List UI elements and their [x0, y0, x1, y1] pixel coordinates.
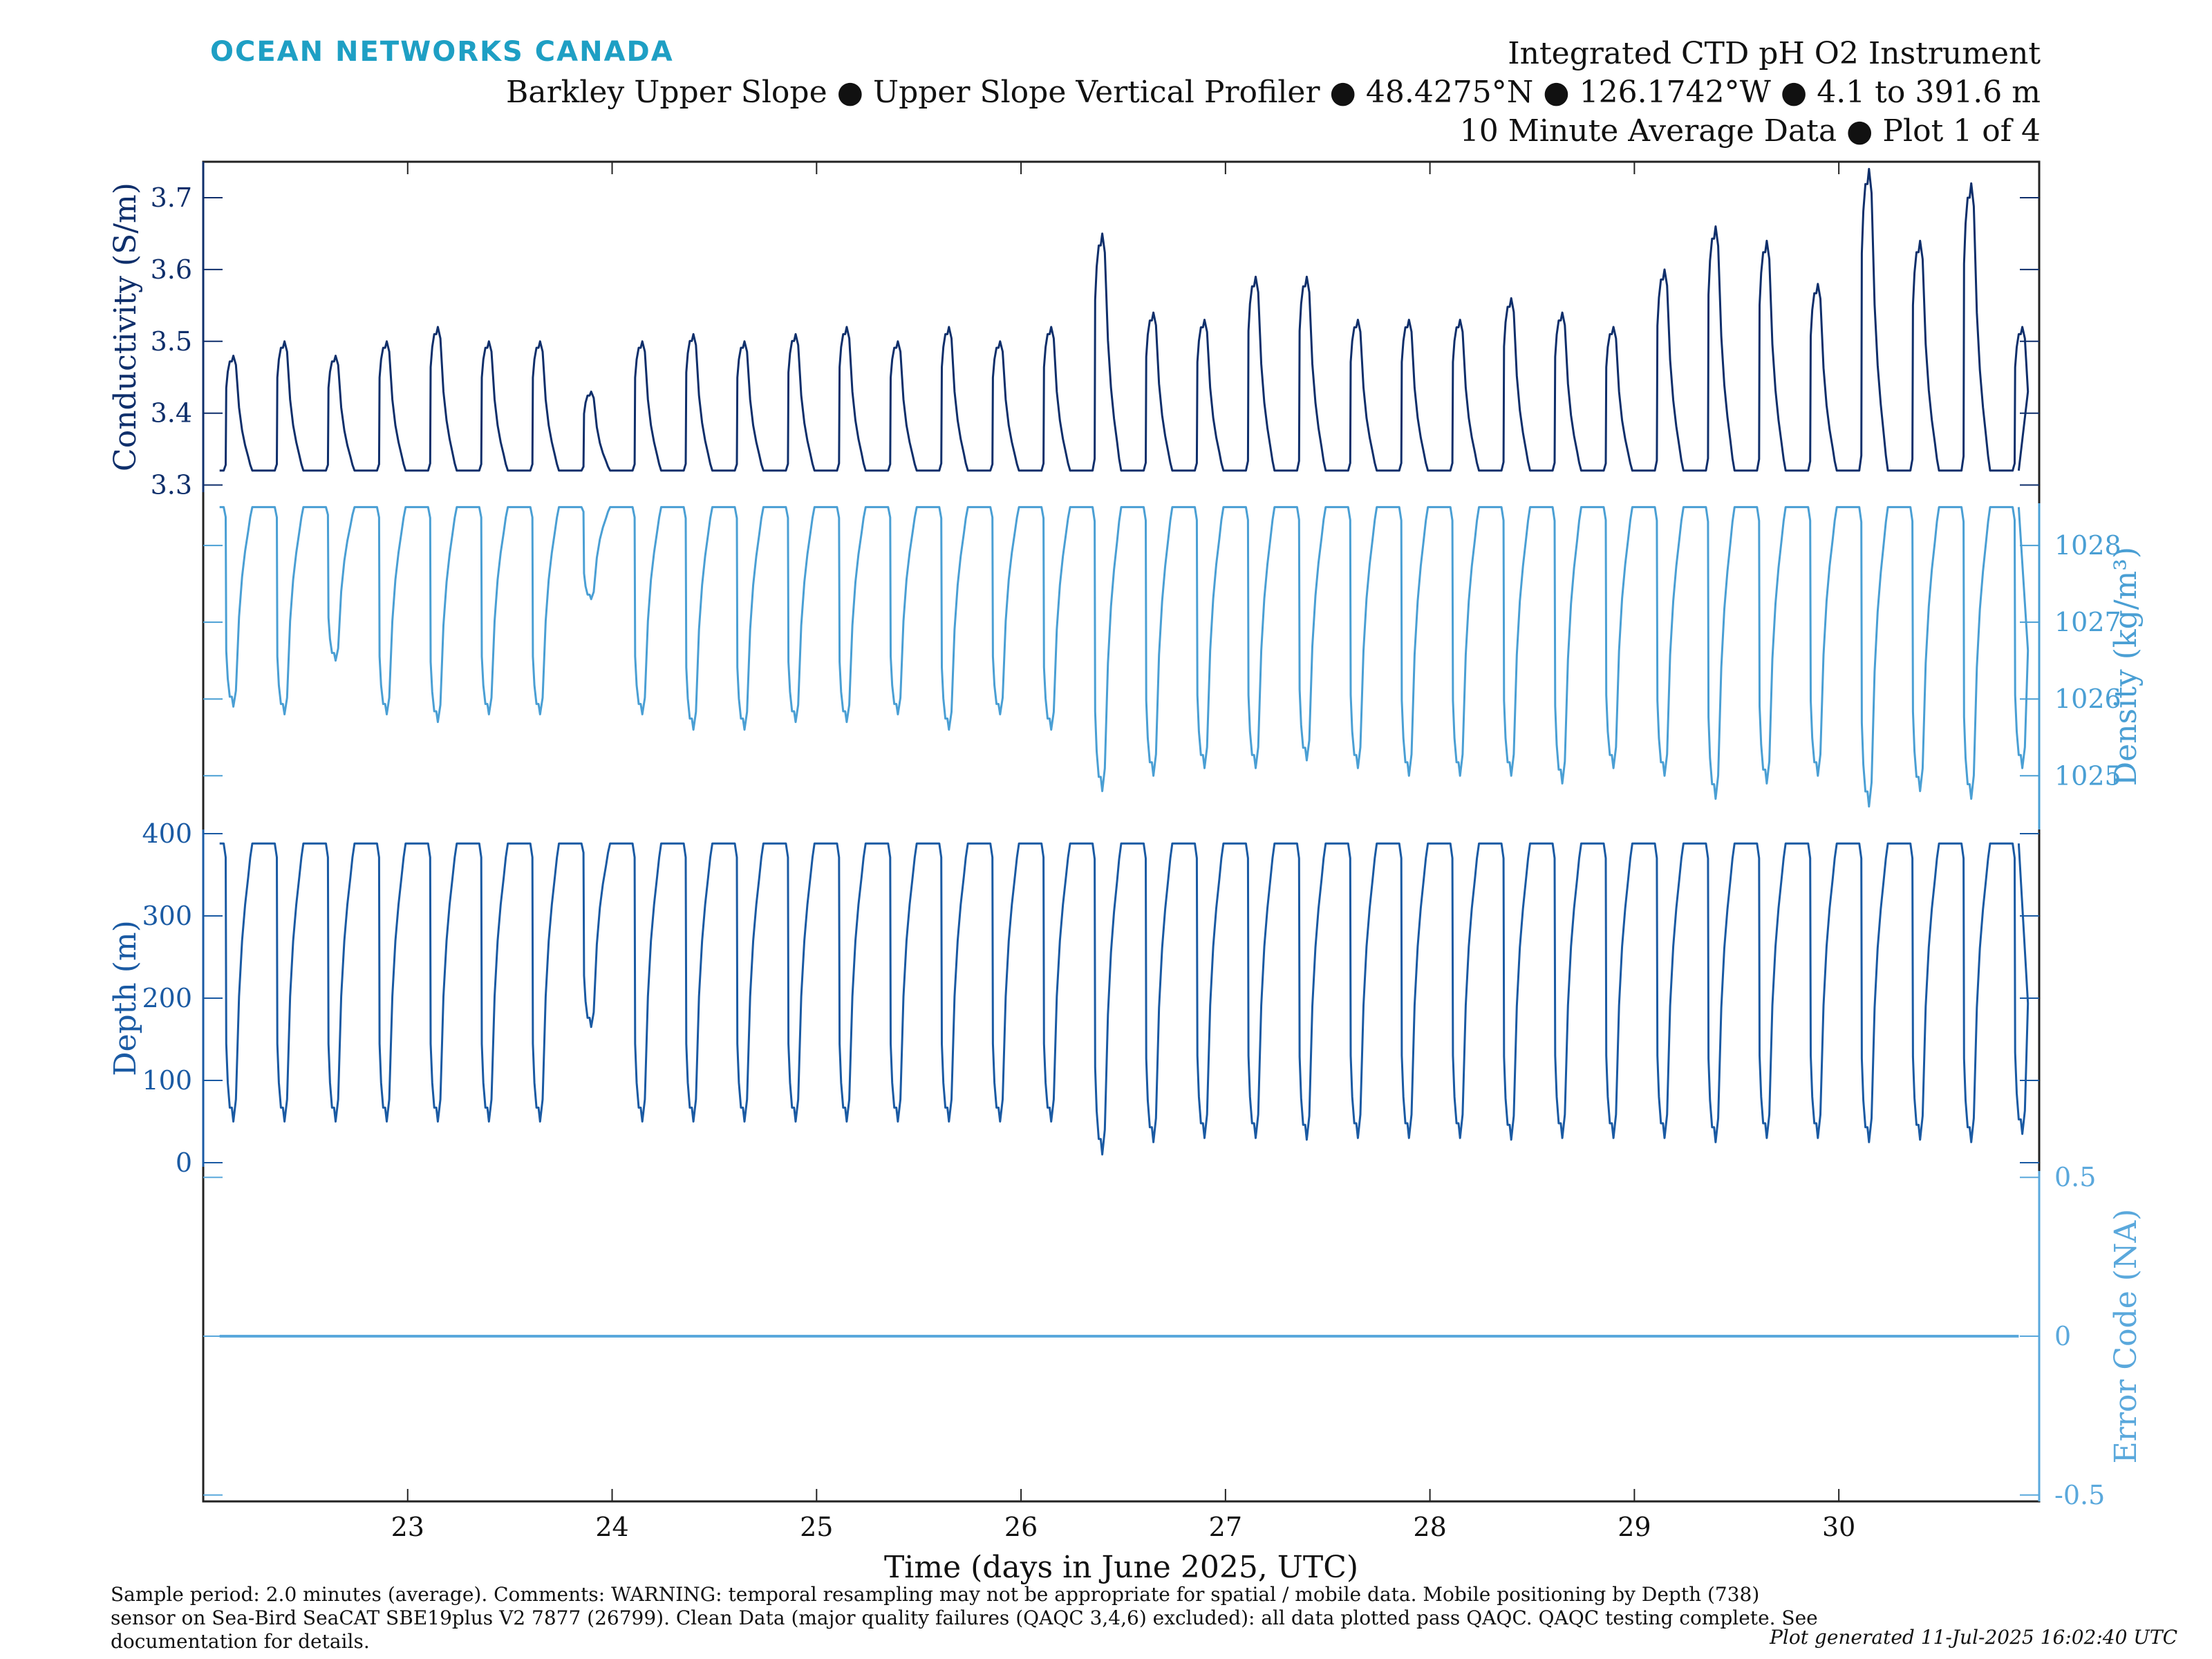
- x-tick-label: 24: [595, 1512, 628, 1542]
- chart-subtitle-data: 10 Minute Average Data ● Plot 1 of 4: [1459, 113, 2041, 149]
- chart-title: Integrated CTD pH O2 Instrument: [1508, 36, 2041, 71]
- y-tick-label: 400: [142, 818, 192, 849]
- x-axis-label: Time (days in June 2025, UTC): [884, 1550, 1358, 1585]
- y-tick-label: 3.4: [151, 398, 192, 429]
- y-tick-label: 3.7: [151, 182, 192, 213]
- x-tick-label: 30: [1822, 1512, 1855, 1542]
- y-tick-label: 200: [142, 983, 192, 1013]
- y-tick-label: 1028: [2054, 530, 2121, 561]
- y-tick-label: 1025: [2054, 760, 2121, 791]
- y-tick-label: 300: [142, 901, 192, 931]
- y-tick-label: 100: [142, 1065, 192, 1096]
- y-tick-label: 1026: [2054, 684, 2121, 714]
- y-tick-label: 3.5: [151, 326, 192, 357]
- chart-subtitle-location: Barkley Upper Slope ● Upper Slope Vertic…: [506, 75, 2041, 110]
- y-tick-label: 3.3: [151, 470, 192, 500]
- y-tick-label: 0: [176, 1147, 192, 1178]
- x-tick-label: 23: [391, 1512, 424, 1542]
- y-tick-label: 1027: [2054, 607, 2121, 637]
- plot-frame: [202, 160, 2041, 1503]
- y-axis-label: Conductivity (S/m): [108, 182, 143, 471]
- y-tick-label: -0.5: [2054, 1480, 2105, 1510]
- x-tick-label: 25: [800, 1512, 833, 1542]
- brand-logo: OCEAN NETWORKS CANADA: [210, 36, 674, 68]
- y-tick-label: 0.5: [2054, 1162, 2096, 1192]
- x-tick-label: 26: [1004, 1512, 1038, 1542]
- y-axis-label: Depth (m): [108, 920, 143, 1076]
- x-tick-label: 29: [1618, 1512, 1651, 1542]
- footer-notes: Sample period: 2.0 minutes (average). Co…: [111, 1583, 1818, 1653]
- plot-generated-timestamp: Plot generated 11-Jul-2025 16:02:40 UTC: [1770, 1626, 2177, 1649]
- series-conductivity-line: [219, 167, 2030, 472]
- y-tick-label: 3.6: [151, 254, 192, 285]
- series-density-line: [219, 506, 2030, 808]
- y-axis-label: Error Code (NA): [2108, 1209, 2144, 1464]
- y-tick-label: 0: [2054, 1321, 2071, 1351]
- y-axis-label: Density (kg/m³): [2108, 547, 2144, 786]
- x-tick-label: 27: [1209, 1512, 1242, 1542]
- x-tick-label: 28: [1413, 1512, 1446, 1542]
- series-depth-line: [219, 842, 2030, 1156]
